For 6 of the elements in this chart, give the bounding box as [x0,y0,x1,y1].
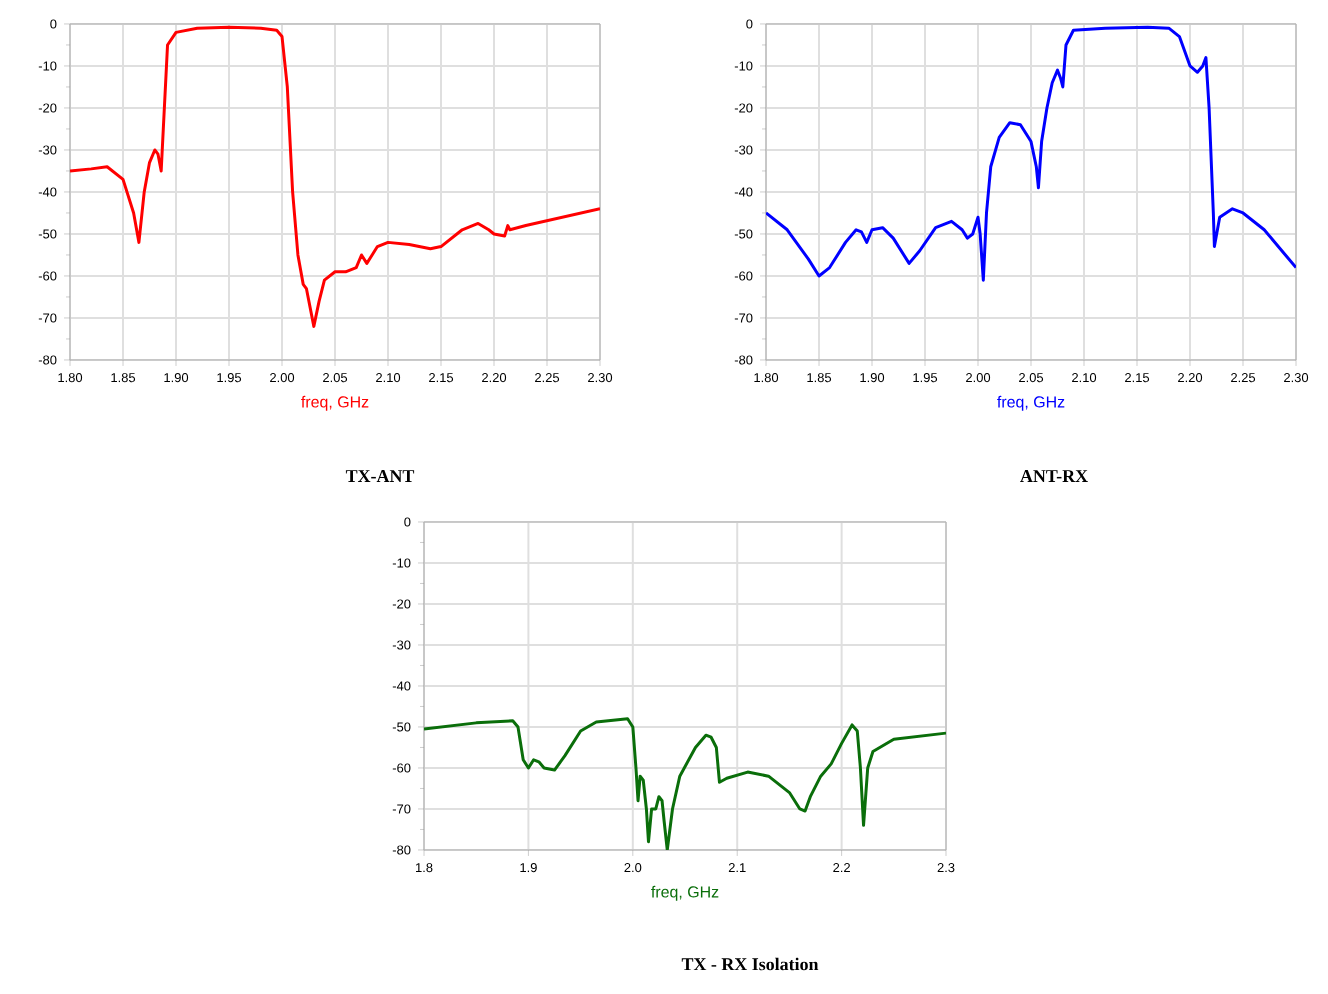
text: TX - RX Isolation [681,957,819,971]
line-series [766,25,1297,282]
text: TX-ANT [345,470,415,482]
text: ANT-RX [1020,470,1088,482]
line-series [70,25,601,328]
line-series [424,717,947,850]
